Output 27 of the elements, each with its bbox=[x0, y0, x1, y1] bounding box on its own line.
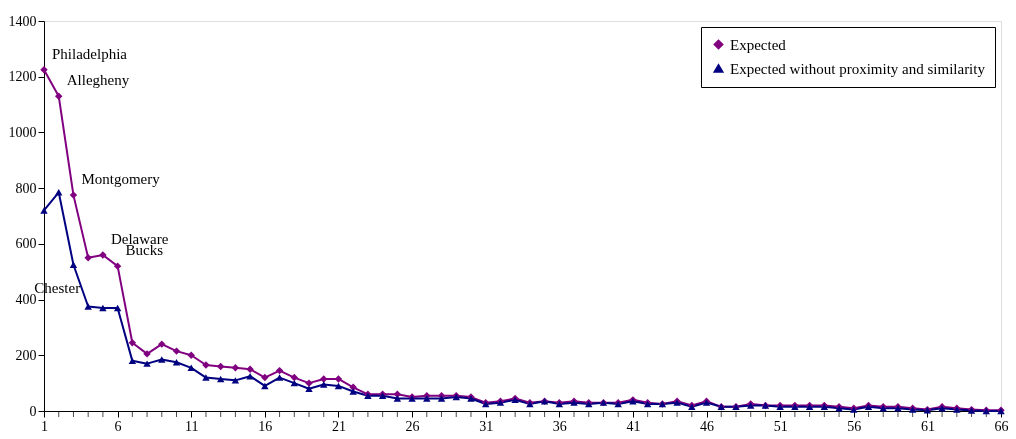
y-tick-label: 1000 bbox=[8, 124, 37, 140]
x-tick-label: 51 bbox=[773, 418, 788, 434]
y-tick-label: 200 bbox=[15, 347, 37, 363]
annotation: Philadelphia bbox=[52, 45, 128, 62]
x-tick-label: 6 bbox=[114, 418, 122, 434]
x-tick-label: 21 bbox=[331, 418, 346, 434]
x-tick-label: 56 bbox=[847, 418, 862, 434]
x-tick-label: 16 bbox=[258, 418, 273, 434]
y-tick-label: 400 bbox=[15, 292, 37, 308]
x-tick-label: 26 bbox=[405, 418, 420, 434]
annotation: Montgomery bbox=[81, 171, 161, 188]
x-tick-label: 46 bbox=[700, 418, 715, 434]
y-tick-label: 0 bbox=[29, 403, 37, 419]
y-tick-label: 600 bbox=[15, 236, 37, 252]
x-tick-label: 41 bbox=[626, 418, 641, 434]
x-tick-label: 36 bbox=[552, 418, 567, 434]
legend-label: Expected without proximity and similarity bbox=[730, 60, 986, 77]
x-tick-label: 11 bbox=[184, 418, 199, 434]
y-tick-label: 800 bbox=[15, 180, 37, 196]
annotation: Allegheny bbox=[66, 72, 130, 89]
x-tick-label: 61 bbox=[920, 418, 935, 434]
y-tick-label: 1200 bbox=[8, 69, 37, 85]
x-tick-label: 31 bbox=[479, 418, 494, 434]
y-tick-label: 1400 bbox=[8, 13, 37, 29]
legend-label: Expected bbox=[730, 36, 787, 53]
x-tick-label: 1 bbox=[41, 418, 48, 434]
x-tick-label: 66 bbox=[994, 418, 1009, 434]
